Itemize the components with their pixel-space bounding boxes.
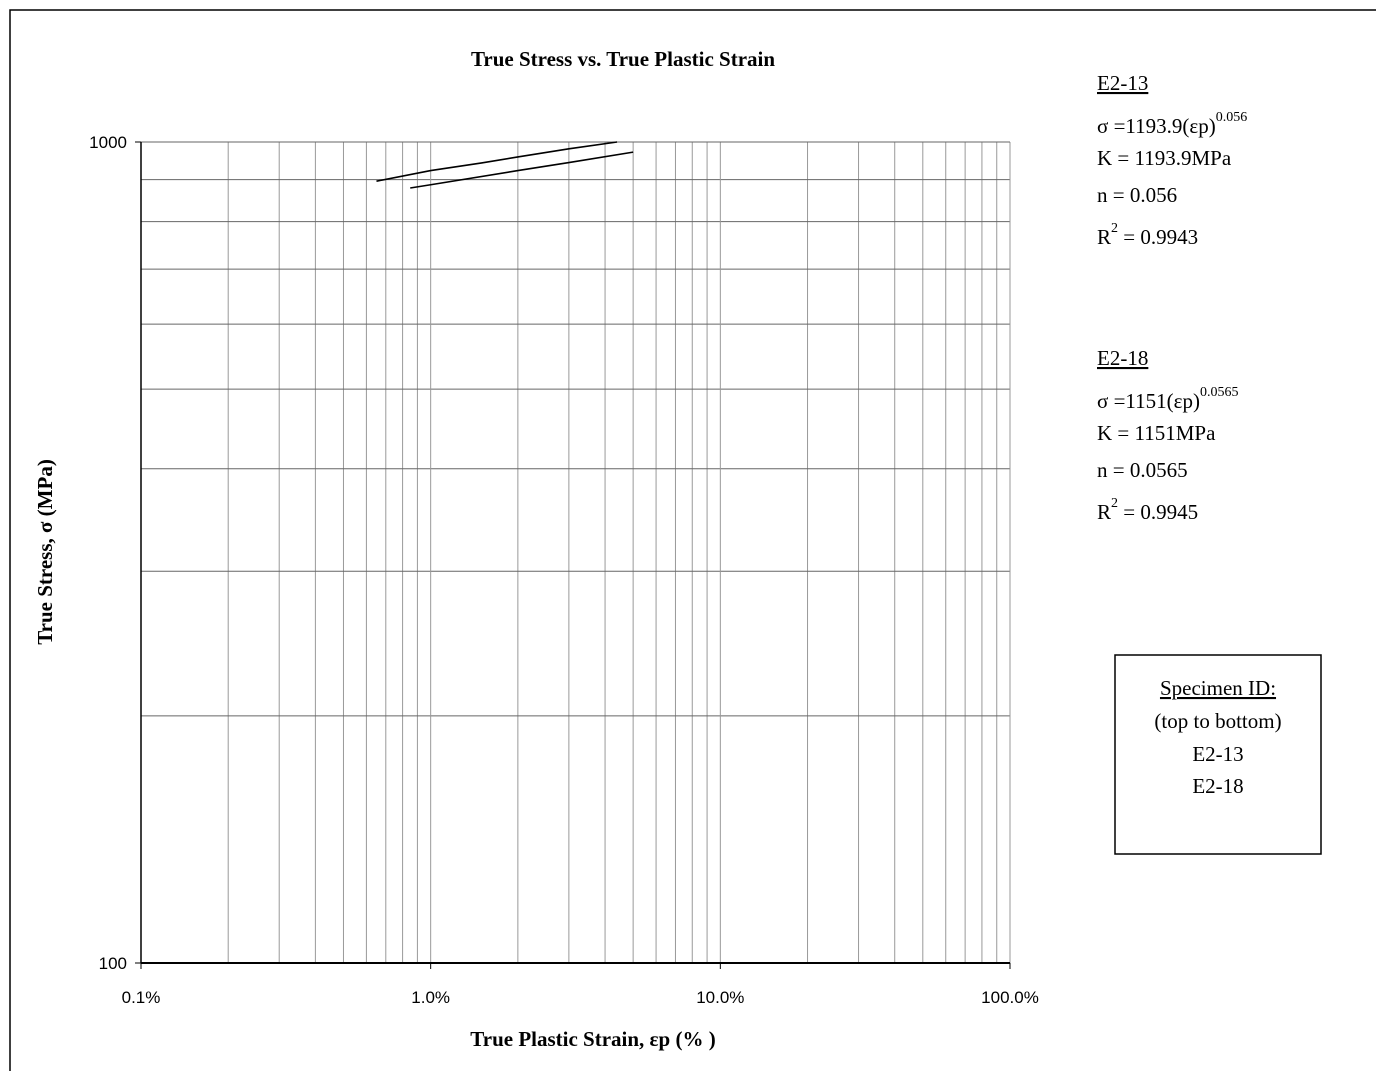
equation-n: n = 0.0565 (1097, 458, 1188, 482)
r: R (1097, 225, 1111, 249)
data-line (410, 151, 634, 189)
legend-box (1114, 654, 1322, 855)
y-axis-label: True Stress, σ (MPa) (33, 459, 57, 645)
r-value: = 0.9945 (1118, 500, 1198, 524)
formula: σ =1151(εp) (1097, 389, 1200, 413)
equation-r2: R2 = 0.9943 (1097, 221, 1198, 249)
frame (9, 9, 1376, 1071)
equation-formula: σ =1193.9(εp)0.056 (1097, 110, 1247, 138)
x-tick-label: 1.0% (411, 988, 450, 1007)
legend-entry: E2-18 (1192, 774, 1243, 798)
r-value: = 0.9943 (1118, 225, 1198, 249)
y-tick-label: 1000 (89, 133, 127, 152)
legend-title: Specimen ID: (1160, 676, 1276, 700)
x-tick-label: 10.0% (696, 988, 744, 1007)
equation-k: K = 1151MPa (1097, 421, 1216, 445)
r-exp: 2 (1111, 496, 1118, 511)
r: R (1097, 500, 1111, 524)
formula: σ =1193.9(εp) (1097, 114, 1216, 138)
equation-formula: σ =1151(εp)0.0565 (1097, 385, 1238, 413)
y-tick-label: 100 (99, 954, 127, 973)
equation-k: K = 1193.9MPa (1097, 146, 1232, 170)
equation-header: E2-18 (1097, 346, 1148, 370)
x-axis-label: True Plastic Strain, εp (% ) (470, 1027, 715, 1051)
legend-subtitle: (top to bottom) (1154, 709, 1281, 733)
equation-r2: R2 = 0.9945 (1097, 496, 1198, 524)
exponent: 0.056 (1216, 110, 1248, 125)
equation-n: n = 0.056 (1097, 183, 1177, 207)
data-line (376, 141, 618, 182)
exponent: 0.0565 (1200, 385, 1239, 400)
r-exp: 2 (1111, 221, 1118, 236)
x-tick-label: 100.0% (981, 988, 1039, 1007)
chart-title: True Stress vs. True Plastic Strain (471, 47, 775, 71)
equation-header: E2-13 (1097, 71, 1148, 95)
x-tick-label: 0.1% (122, 988, 161, 1007)
legend-entry: E2-13 (1192, 742, 1243, 766)
